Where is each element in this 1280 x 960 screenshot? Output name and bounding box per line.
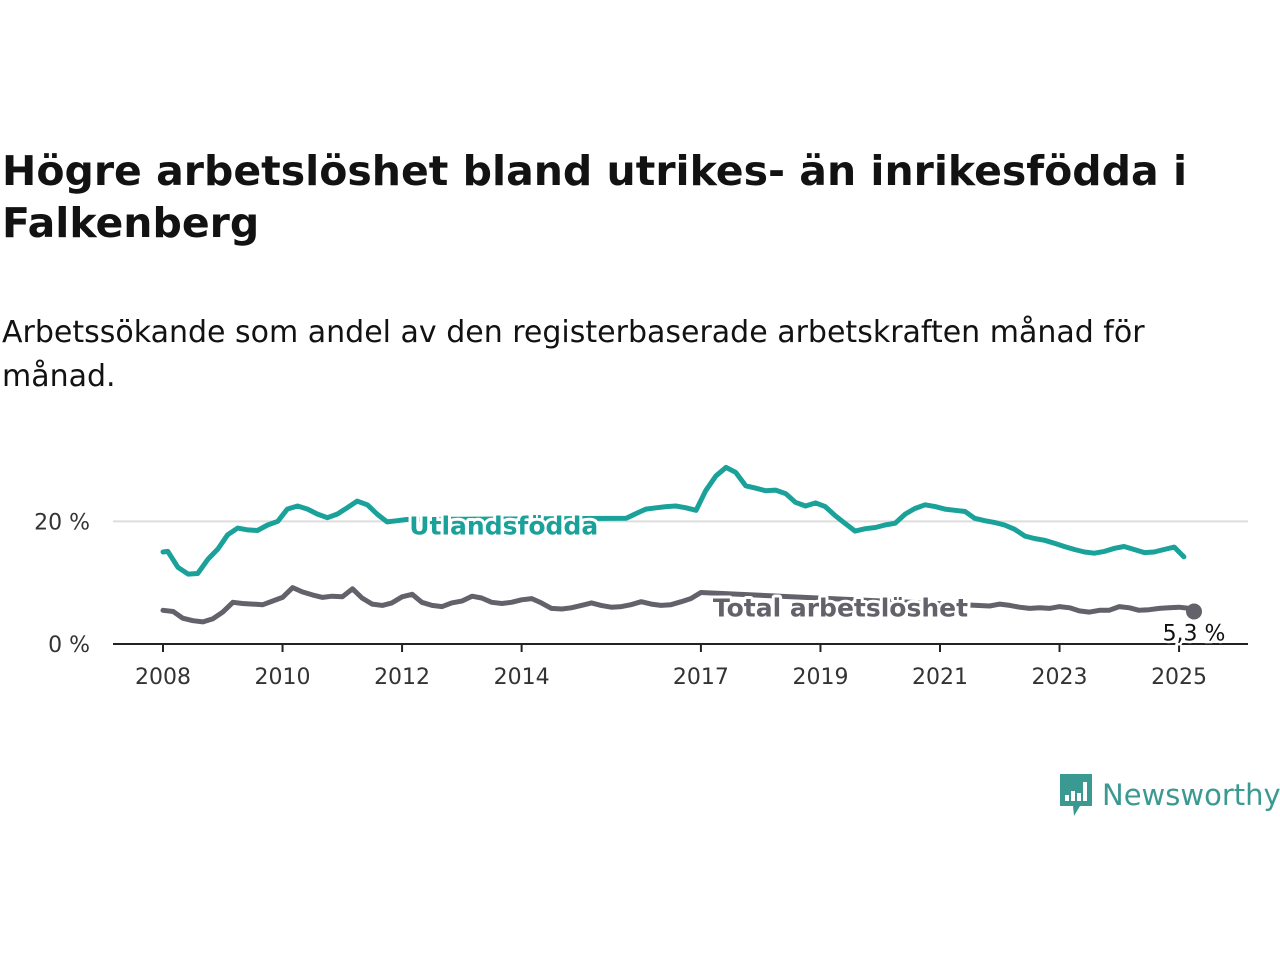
- x-tick-label: 2010: [255, 665, 311, 690]
- line-chart: 0 % 20 % 2008 2010 2012 2014 2017 2019 2021 2023…: [34, 464, 1248, 690]
- series-line-total: [160, 585, 1197, 625]
- series-labels: Utlandsfödda Total arbetslöshet 5,3 %: [406, 508, 1228, 649]
- x-axis: 2008 2010 2012 2014 2017 2019 2021 2023 2025: [113, 643, 1248, 690]
- series-line-utlandsfodda: [160, 464, 1187, 577]
- series-lines: [160, 464, 1197, 625]
- x-tick-label: 2012: [374, 665, 430, 690]
- x-tick-label: 2008: [135, 665, 191, 690]
- chart-subtitle: Arbetssökande som andel av den registerb…: [2, 315, 1145, 394]
- newsworthy-chart-icon: [1060, 774, 1092, 816]
- x-tick-label: 2023: [1032, 665, 1088, 690]
- series-label-utlandsfodda: Utlandsfödda: [409, 511, 598, 540]
- chart-title: Högre arbetslöshet bland utrikes- än inr…: [2, 147, 1187, 247]
- series-label-total: Total arbetslöshet: [713, 593, 968, 622]
- end-value-label: 5,3 %: [1163, 621, 1226, 646]
- y-tick-label: 20 %: [34, 510, 90, 535]
- x-tick-label: 2019: [792, 665, 848, 690]
- x-tick-label: 2014: [494, 665, 550, 690]
- y-axis: 0 % 20 %: [34, 510, 90, 658]
- logo-text: Newsworthy: [1102, 778, 1280, 812]
- newsworthy-logo[interactable]: Newsworthy: [1058, 772, 1280, 818]
- end-point-marker: [1186, 603, 1203, 620]
- y-tick-label: 0 %: [48, 633, 90, 658]
- x-tick-label: 2025: [1151, 665, 1207, 690]
- x-tick-label: 2017: [673, 665, 729, 690]
- x-tick-label: 2021: [912, 665, 968, 690]
